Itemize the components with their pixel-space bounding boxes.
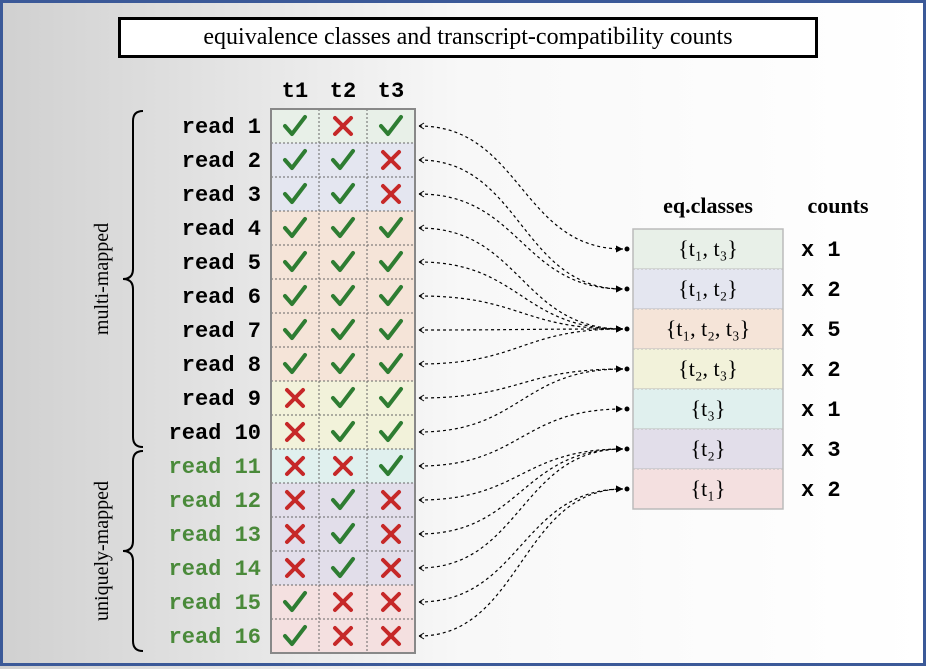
eq-bullet bbox=[625, 367, 630, 372]
eq-label: {t₁} bbox=[691, 476, 726, 501]
connector bbox=[419, 489, 623, 636]
connector bbox=[419, 369, 623, 398]
read-label: read 5 bbox=[182, 251, 261, 276]
read-label: read 7 bbox=[182, 319, 261, 344]
eq-label: {t₂} bbox=[691, 436, 726, 461]
connector bbox=[419, 262, 623, 329]
eq-label: {t₃} bbox=[691, 396, 726, 421]
connector bbox=[419, 449, 623, 568]
multi-label: multi-mapped bbox=[91, 223, 113, 335]
eq-label: {t₂, t₃} bbox=[678, 356, 738, 381]
connector bbox=[419, 449, 623, 534]
read-label: read 14 bbox=[169, 557, 261, 582]
eq-count: x 3 bbox=[801, 438, 841, 463]
connector bbox=[419, 409, 623, 466]
connector bbox=[419, 489, 623, 602]
connector bbox=[419, 329, 623, 364]
eq-bullet bbox=[625, 447, 630, 452]
connector bbox=[419, 160, 623, 289]
eq-bullet bbox=[625, 247, 630, 252]
eq-count: x 2 bbox=[801, 278, 841, 303]
col-label: t1 bbox=[282, 79, 308, 104]
brace bbox=[123, 451, 143, 651]
col-label: t3 bbox=[378, 79, 404, 104]
eq-header-classes: eq.classes bbox=[663, 193, 753, 218]
connector bbox=[419, 126, 623, 249]
read-label: read 6 bbox=[182, 285, 261, 310]
read-label: read 2 bbox=[182, 149, 261, 174]
read-label: read 3 bbox=[182, 183, 261, 208]
eq-label: {t₁, t₃} bbox=[678, 236, 738, 261]
eq-count: x 5 bbox=[801, 318, 841, 343]
read-label: read 16 bbox=[169, 625, 261, 650]
connector bbox=[419, 296, 623, 329]
read-label: read 13 bbox=[169, 523, 261, 548]
read-label: read 11 bbox=[169, 455, 261, 480]
brace bbox=[123, 111, 143, 447]
eq-count: x 2 bbox=[801, 478, 841, 503]
connector bbox=[419, 194, 623, 289]
col-label: t2 bbox=[330, 79, 356, 104]
eq-header-counts: counts bbox=[807, 193, 869, 218]
eq-count: x 1 bbox=[801, 238, 841, 263]
eq-bullet bbox=[625, 327, 630, 332]
eq-count: x 2 bbox=[801, 358, 841, 383]
eq-bullet bbox=[625, 487, 630, 492]
read-label: read 8 bbox=[182, 353, 261, 378]
connector bbox=[419, 228, 623, 329]
unique-label: uniquely-mapped bbox=[91, 481, 113, 621]
eq-label: {t₁, t₂, t₃} bbox=[666, 316, 750, 341]
read-label: read 15 bbox=[169, 591, 261, 616]
eq-bullet bbox=[625, 407, 630, 412]
read-label: read 4 bbox=[182, 217, 261, 242]
eq-label: {t₁, t₂} bbox=[678, 276, 738, 301]
connector bbox=[419, 329, 623, 330]
connector bbox=[419, 369, 623, 432]
read-label: read 1 bbox=[182, 115, 261, 140]
read-label: read 12 bbox=[169, 489, 261, 514]
diagram-svg: t1 t2 t3 read 1 read 2 read 3 read 4 read 5 read… bbox=[3, 3, 926, 669]
eq-count: x 1 bbox=[801, 398, 841, 423]
read-label: read 9 bbox=[182, 387, 261, 412]
read-label: read 10 bbox=[169, 421, 261, 446]
eq-bullet bbox=[625, 287, 630, 292]
